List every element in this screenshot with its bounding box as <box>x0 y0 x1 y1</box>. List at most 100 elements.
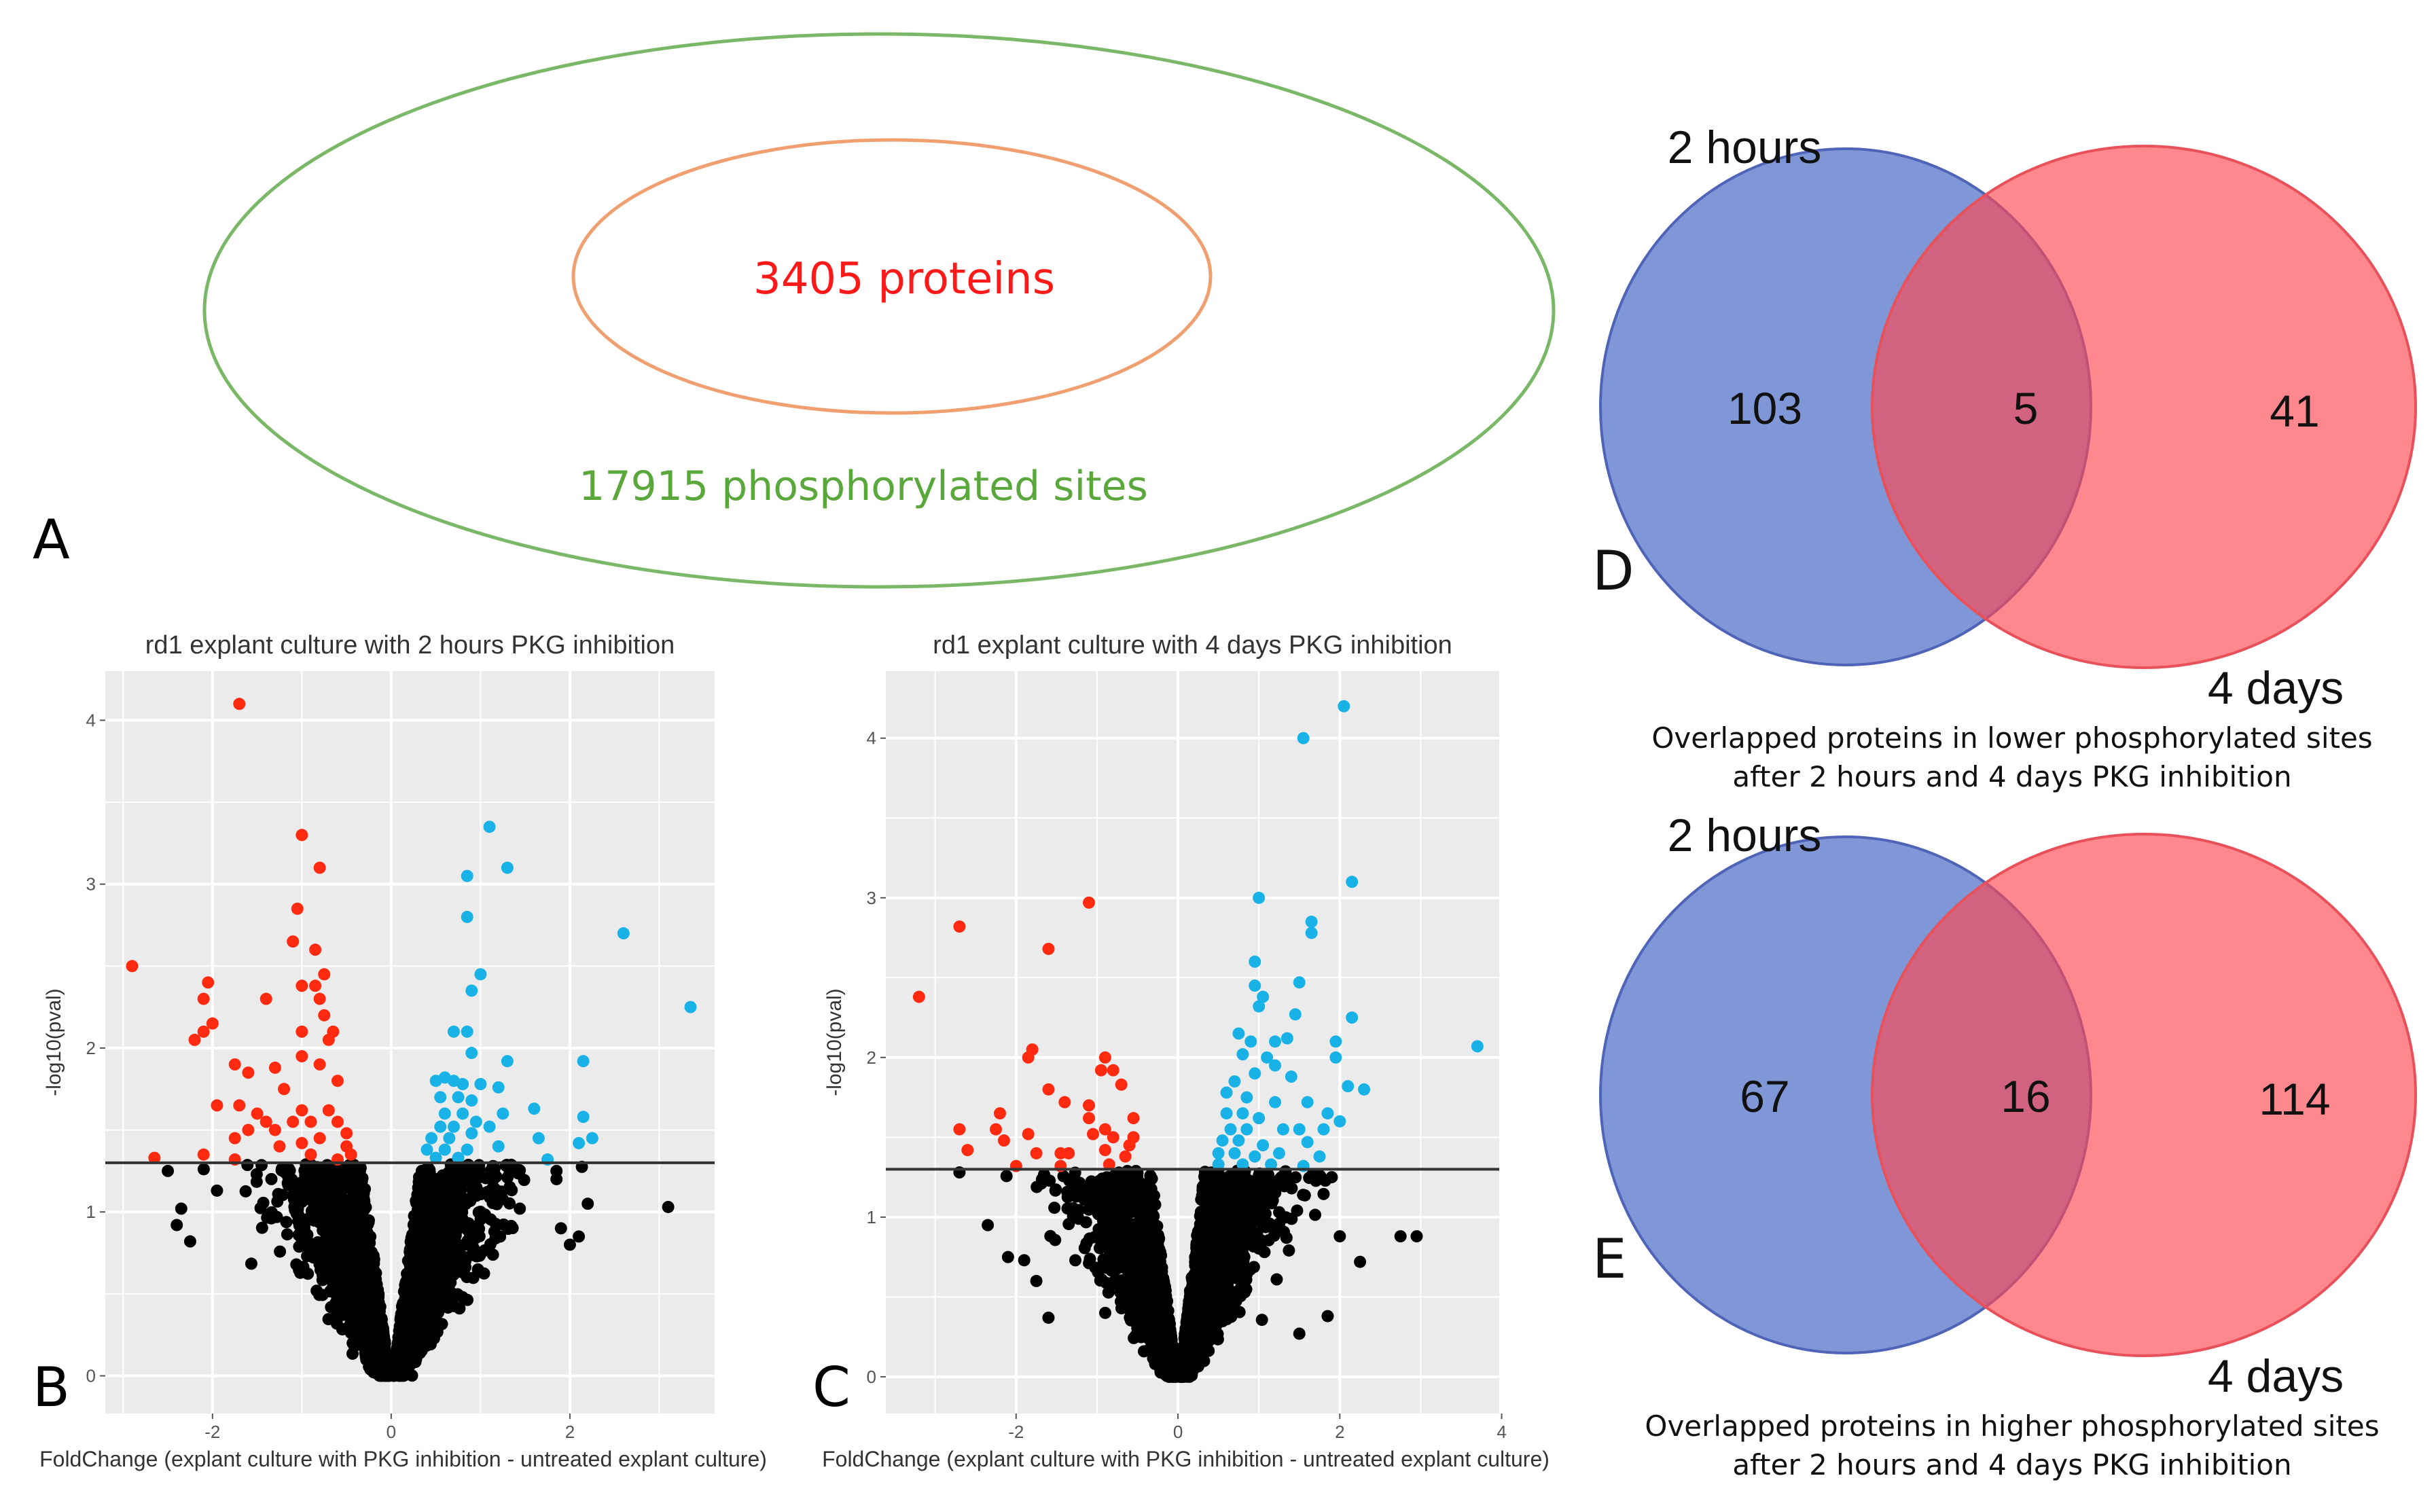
point-upregulated <box>452 1091 465 1104</box>
point-not-significant <box>283 1164 296 1177</box>
x-tick-label: 0 <box>387 1422 396 1442</box>
point-not-significant <box>1283 1244 1295 1257</box>
y-tick-label: 0 <box>86 1366 96 1386</box>
point-not-significant <box>1000 1170 1013 1183</box>
point-not-significant <box>350 1215 363 1228</box>
y-tick-label: 4 <box>867 728 876 749</box>
point-downregulated <box>291 902 304 915</box>
point-not-significant <box>351 1322 364 1335</box>
point-not-significant <box>349 1274 362 1287</box>
point-not-significant <box>338 1235 351 1248</box>
y-axis-label: -log10(pval) <box>43 988 65 1096</box>
point-upregulated <box>456 1078 469 1091</box>
point-downregulated <box>242 1066 255 1079</box>
point-not-significant <box>370 1273 382 1286</box>
point-not-significant <box>416 1250 429 1263</box>
y-tick-label: 4 <box>86 710 96 730</box>
point-downregulated <box>206 1017 219 1030</box>
outer-ellipse <box>202 32 1556 589</box>
point-not-significant <box>341 1322 354 1335</box>
point-upregulated <box>465 1094 478 1107</box>
point-not-significant <box>474 1188 487 1201</box>
point-not-significant <box>350 1194 363 1207</box>
point-upregulated <box>456 1107 469 1120</box>
y-tick-label: 0 <box>867 1367 876 1387</box>
point-not-significant <box>197 1163 210 1176</box>
point-downregulated <box>295 829 308 842</box>
point-upregulated <box>465 1127 478 1140</box>
point-upregulated <box>461 869 473 882</box>
point-downregulated <box>126 960 139 973</box>
y-tick-label: 1 <box>86 1202 96 1222</box>
point-upregulated <box>447 1025 460 1038</box>
point-downregulated <box>344 1148 357 1161</box>
point-upregulated <box>465 1047 478 1060</box>
point-upregulated <box>461 910 473 923</box>
point-not-significant <box>376 1322 389 1335</box>
point-not-significant <box>1255 1314 1268 1327</box>
point-not-significant <box>301 1250 314 1263</box>
point-not-significant <box>443 1214 456 1227</box>
point-not-significant <box>573 1230 586 1243</box>
point-not-significant <box>453 1302 466 1315</box>
point-downregulated <box>295 979 308 992</box>
point-not-significant <box>1306 1168 1319 1181</box>
y-tick-label: 1 <box>867 1207 876 1227</box>
point-not-significant <box>1317 1187 1330 1200</box>
y-tick-label: 3 <box>867 888 876 908</box>
point-not-significant <box>353 1240 365 1253</box>
point-upregulated <box>474 968 487 981</box>
point-upregulated <box>434 1120 447 1133</box>
point-not-significant <box>1098 1306 1111 1319</box>
x-tick-label: -2 <box>204 1422 220 1442</box>
point-not-significant <box>255 1221 268 1234</box>
point-not-significant <box>325 1162 338 1174</box>
plot-title: rd1 explant culture with 4 days PKG inhi… <box>933 631 1452 660</box>
point-not-significant <box>175 1202 187 1215</box>
point-not-significant <box>1044 1229 1057 1242</box>
point-not-significant <box>478 1244 491 1257</box>
point-not-significant <box>453 1194 466 1207</box>
point-upregulated <box>465 984 478 997</box>
point-not-significant <box>255 1159 268 1172</box>
point-not-significant <box>254 1202 267 1214</box>
point-not-significant <box>435 1318 448 1331</box>
point-not-significant <box>1285 1182 1298 1195</box>
panel-label-a: A <box>33 508 70 571</box>
point-not-significant <box>512 1164 525 1176</box>
point-not-significant <box>322 1313 335 1326</box>
x-tick-label: -2 <box>1008 1422 1024 1442</box>
point-not-significant <box>361 1306 374 1318</box>
point-downregulated <box>309 979 322 992</box>
point-not-significant <box>451 1252 464 1265</box>
point-not-significant <box>436 1169 449 1182</box>
point-not-significant <box>404 1243 416 1256</box>
point-not-significant <box>476 1207 488 1220</box>
point-upregulated <box>586 1132 598 1145</box>
point-not-significant <box>344 1297 357 1310</box>
point-downregulated <box>295 1025 308 1038</box>
data-points <box>912 700 1484 1383</box>
point-downregulated <box>268 1061 281 1074</box>
point-not-significant <box>433 1253 446 1265</box>
point-upregulated <box>461 1143 473 1156</box>
point-upregulated <box>420 1143 433 1156</box>
point-downregulated <box>197 992 210 1005</box>
point-downregulated <box>148 1151 161 1164</box>
point-not-significant <box>486 1181 499 1194</box>
point-upregulated <box>532 1132 545 1145</box>
point-downregulated <box>287 935 300 948</box>
point-not-significant <box>421 1161 434 1174</box>
point-not-significant <box>450 1238 463 1251</box>
inner-ellipse <box>571 138 1213 415</box>
point-not-significant <box>401 1342 414 1355</box>
point-not-significant <box>1069 1254 1081 1267</box>
point-upregulated <box>497 1107 509 1120</box>
point-not-significant <box>171 1219 183 1231</box>
point-upregulated <box>573 1136 586 1149</box>
point-not-significant <box>1259 1221 1272 1234</box>
point-not-significant <box>1048 1202 1061 1214</box>
proteins-count-label: 3405 proteins <box>753 254 1055 304</box>
point-not-significant <box>211 1184 223 1197</box>
point-upregulated <box>483 1120 496 1133</box>
